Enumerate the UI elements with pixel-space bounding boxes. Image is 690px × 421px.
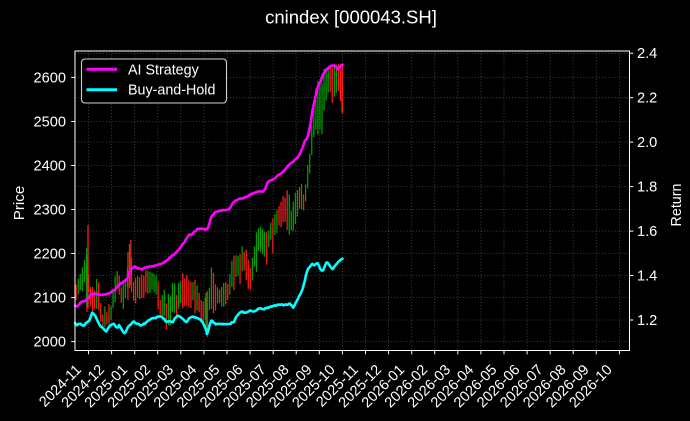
svg-text:2500: 2500	[34, 114, 66, 130]
svg-text:2.2: 2.2	[637, 91, 657, 107]
svg-text:cnindex [000043.SH]: cnindex [000043.SH]	[265, 7, 437, 28]
svg-text:2600: 2600	[34, 70, 66, 86]
svg-text:1.2: 1.2	[637, 313, 657, 329]
svg-text:1.6: 1.6	[637, 224, 657, 240]
svg-text:Buy-and-Hold: Buy-and-Hold	[128, 83, 215, 99]
svg-text:2400: 2400	[34, 158, 66, 174]
svg-text:1.4: 1.4	[637, 268, 657, 284]
svg-text:AI Strategy: AI Strategy	[128, 62, 200, 78]
svg-text:2300: 2300	[34, 202, 66, 218]
svg-text:2000: 2000	[34, 335, 66, 351]
svg-text:Price: Price	[11, 186, 28, 221]
svg-text:2200: 2200	[34, 246, 66, 262]
svg-text:2100: 2100	[34, 291, 66, 307]
svg-text:2.4: 2.4	[637, 46, 657, 62]
svg-text:Return: Return	[669, 184, 685, 227]
svg-text:2.0: 2.0	[637, 135, 657, 151]
svg-text:1.8: 1.8	[637, 180, 657, 196]
